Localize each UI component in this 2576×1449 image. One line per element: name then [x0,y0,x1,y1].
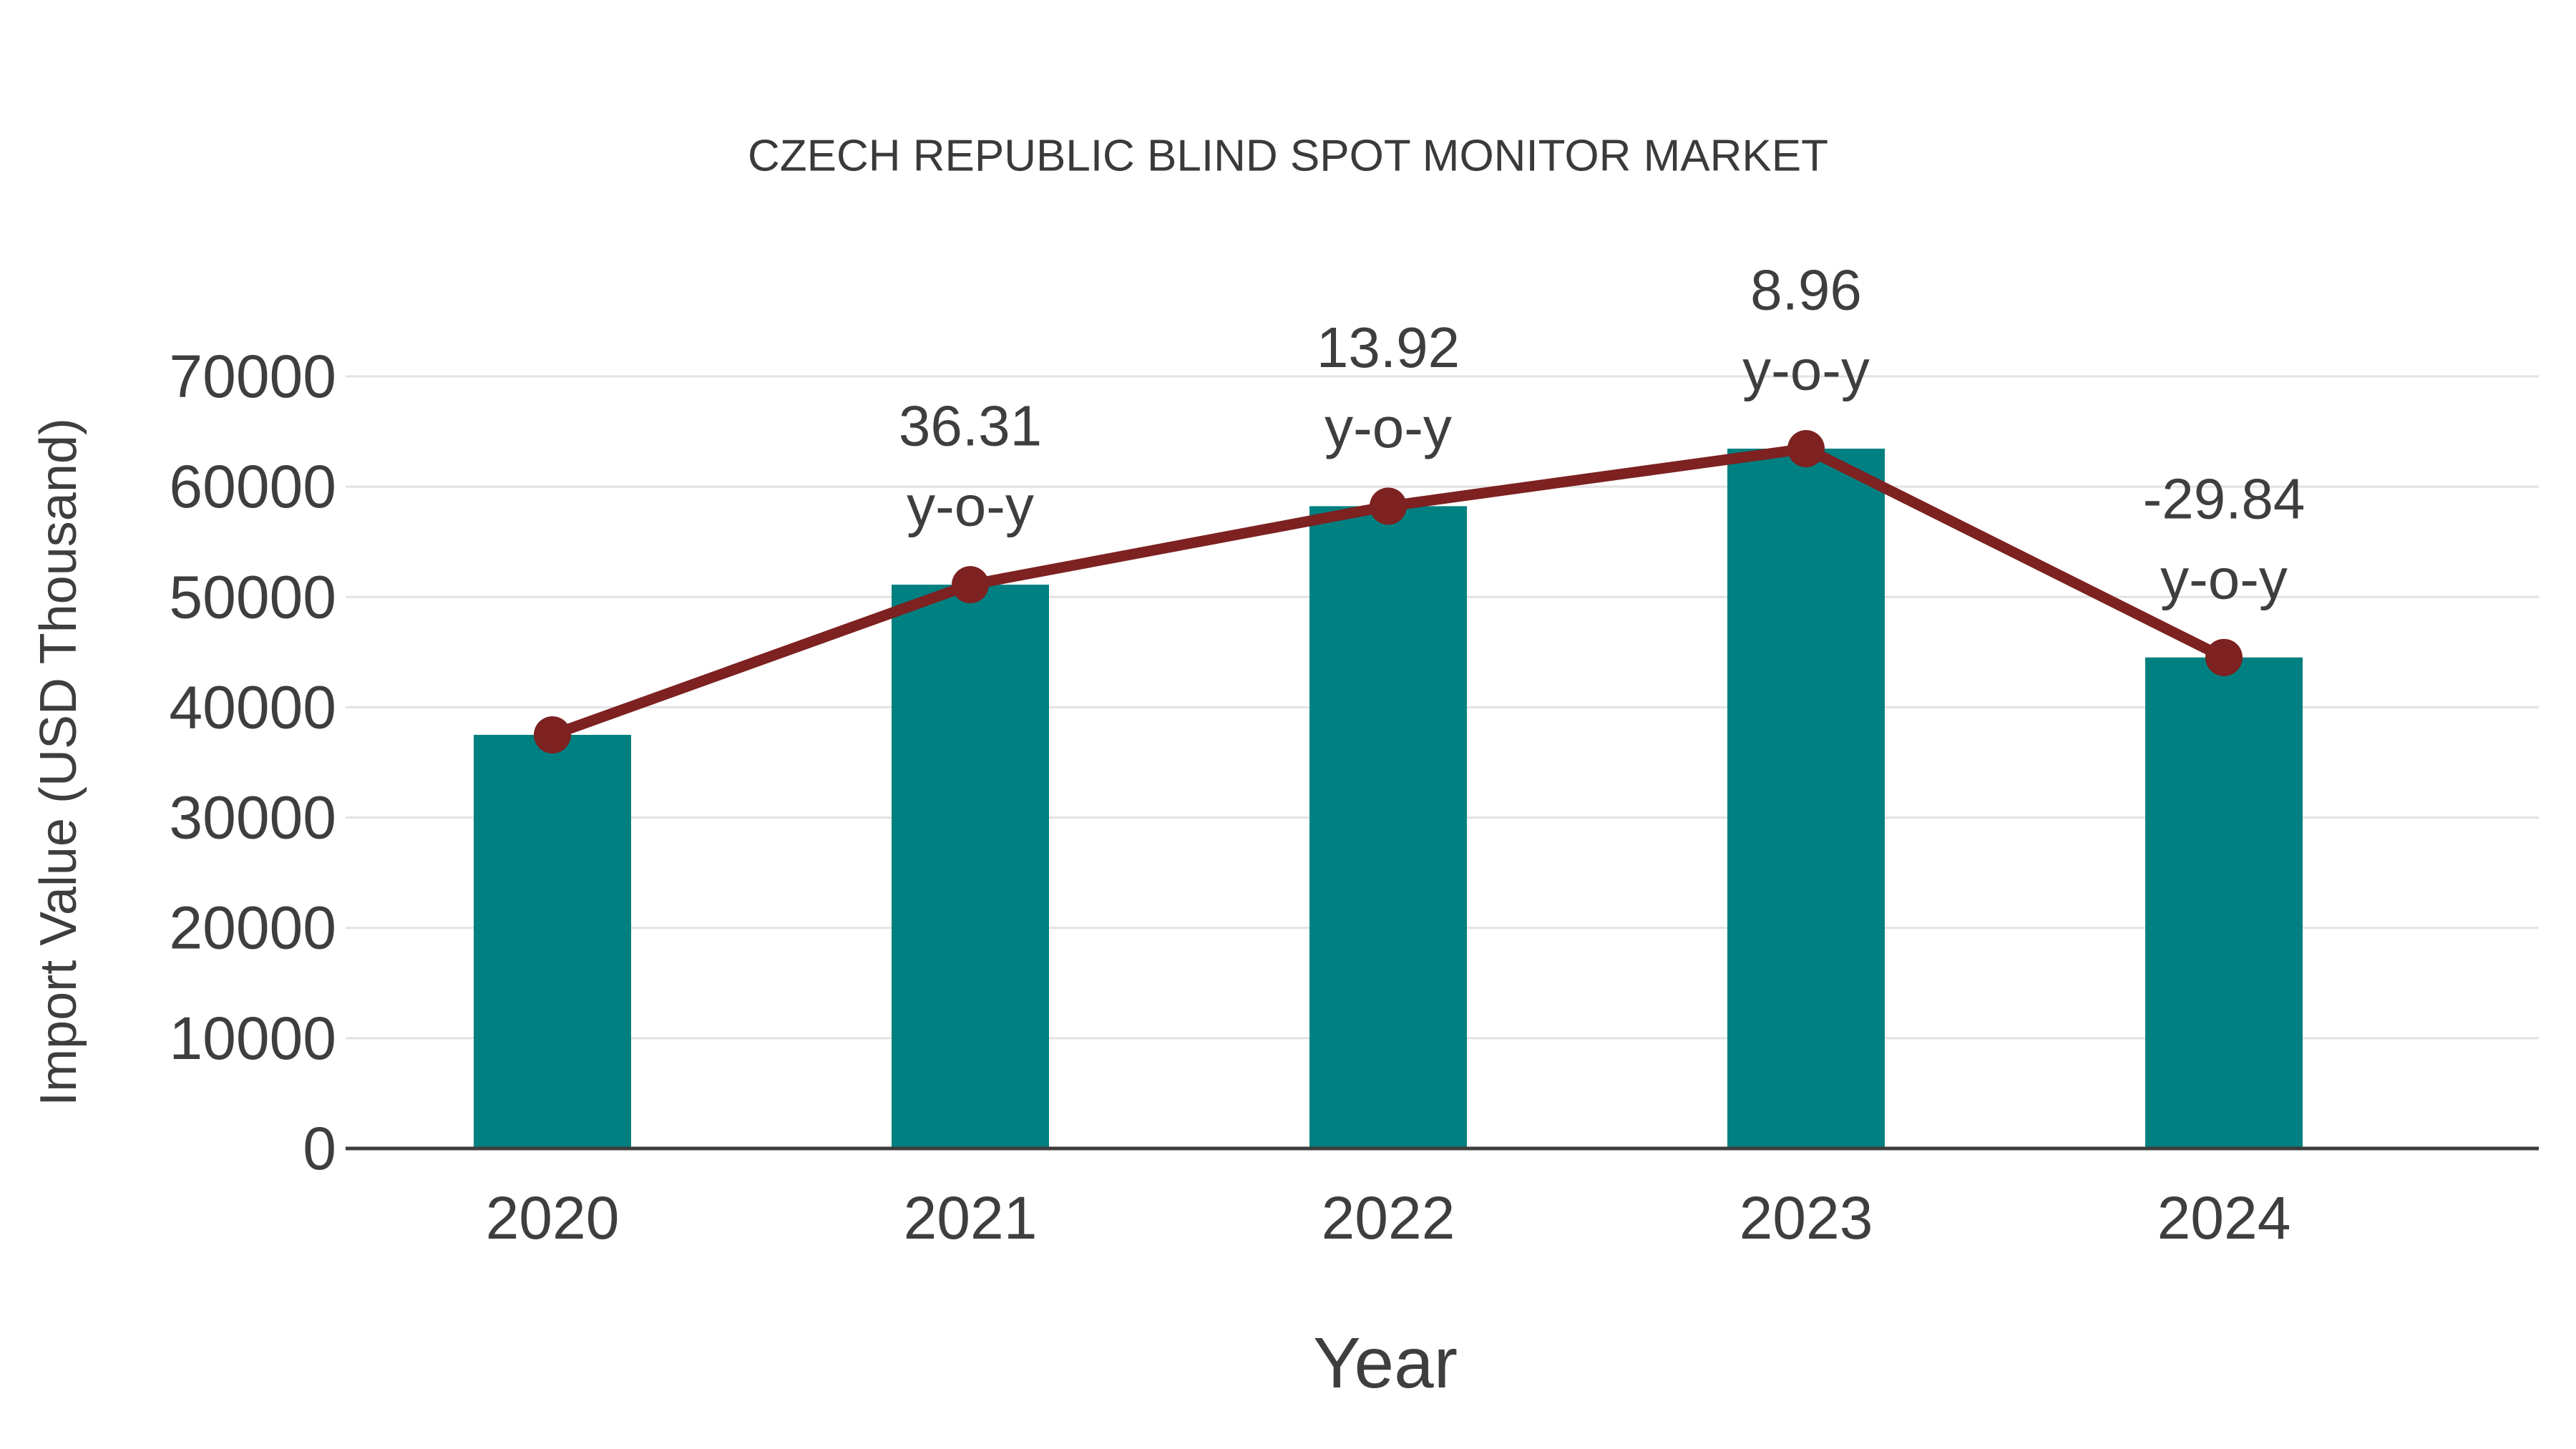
bar-2024 [2145,657,2303,1148]
x-axis-title: Year [1313,1323,1458,1403]
chart-title: CZECH REPUBLIC BLIND SPOT MONITOR MARKET [748,132,1828,181]
yoy-suffix-2022: y-o-y [1324,396,1452,459]
line-layer [534,429,2243,753]
yoy-suffix-2024: y-o-y [2160,547,2288,610]
yoy-suffix-2021: y-o-y [907,474,1034,538]
annotation-layer: 36.31 y-o-y 13.92 y-o-y 8.96 y-o-y -29.84 y-o-y [899,258,2306,610]
x-tick-label-2021: 2021 [904,1184,1038,1252]
bar-2021 [892,585,1049,1148]
yoy-suffix-2023: y-o-y [1742,338,1870,401]
x-tick-label-2022: 2022 [1322,1184,1455,1252]
trend-marker-2020 [534,716,571,753]
trend-marker-2022 [1370,487,1407,525]
y-tick-label-10000: 10000 [169,1005,336,1072]
y-axis-title: Import Value (USD Thousand) [30,418,87,1106]
y-tick-label-40000: 40000 [169,673,336,741]
y-tick-label-20000: 20000 [169,894,336,962]
yoy-value-2021: 36.31 [899,394,1042,458]
y-tick-label-50000: 50000 [169,563,336,630]
yoy-value-2022: 13.92 [1317,316,1460,379]
y-tick-label-70000: 70000 [169,343,336,410]
yoy-value-2024: -29.84 [2143,467,2306,530]
trend-marker-2024 [2205,638,2243,676]
trend-marker-2023 [1787,429,1825,467]
y-tick-label-0: 0 [303,1115,336,1182]
bar-layer [474,448,2303,1148]
trend-marker-2021 [952,566,989,604]
tick-label-layer: 0 10000 20000 30000 40000 50000 60000 70000 2020… [169,343,2290,1252]
x-tick-label-2020: 2020 [486,1184,620,1252]
y-tick-label-60000: 60000 [169,453,336,520]
x-tick-label-2024: 2024 [2157,1184,2291,1252]
bar-2023 [1727,448,1885,1148]
y-tick-label-30000: 30000 [169,784,336,852]
yoy-value-2023: 8.96 [1750,258,1862,321]
bar-2020 [474,734,631,1148]
x-tick-label-2023: 2023 [1740,1184,1873,1252]
bar-2022 [1309,506,1467,1148]
